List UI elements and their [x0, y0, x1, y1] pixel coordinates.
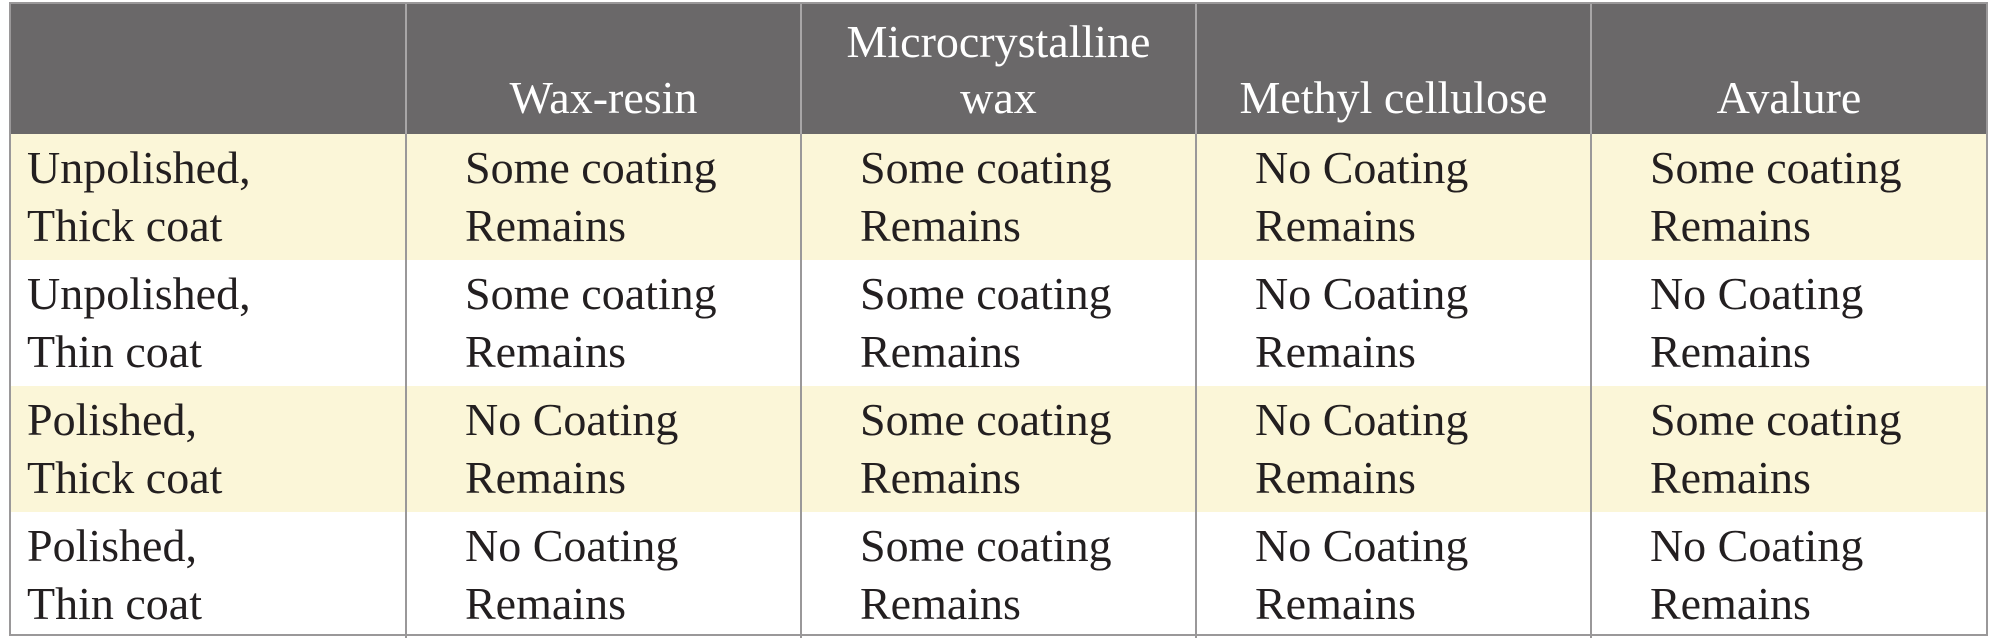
table-cell: No Coating Remains	[1194, 134, 1591, 260]
table-body: Unpolished, Thick coat Some coating Rema…	[9, 134, 1986, 638]
table-row: Polished, Thick coat No Coating Remains …	[9, 386, 1986, 512]
table-cell: No Coating Remains	[1194, 260, 1591, 386]
table-cell: Some coating Remains	[1589, 386, 1986, 512]
table-cell: Some coating Remains	[405, 134, 801, 260]
header-methyl-cellulose: Methyl cellulose	[1194, 2, 1591, 134]
table-cell: Some coating Remains	[1589, 134, 1986, 260]
table-cell: Some coating Remains	[799, 386, 1196, 512]
table-row: Polished, Thin coat No Coating Remains S…	[9, 512, 1986, 638]
table-cell: No Coating Remains	[1589, 260, 1986, 386]
table-header: Wax-resin Microcrystalline wax Methyl ce…	[9, 2, 1986, 134]
row-label: Unpolished, Thin coat	[9, 260, 406, 386]
table-cell: No Coating Remains	[405, 512, 801, 638]
row-label: Unpolished, Thick coat	[9, 134, 406, 260]
table-cell: No Coating Remains	[1194, 386, 1591, 512]
row-label: Polished, Thick coat	[9, 386, 406, 512]
table-row: Unpolished, Thick coat Some coating Rema…	[9, 134, 1986, 260]
table-cell: Some coating Remains	[799, 134, 1196, 260]
table-cell: Some coating Remains	[405, 260, 801, 386]
header-corner	[9, 2, 406, 134]
table-cell: Some coating Remains	[799, 512, 1196, 638]
table-cell: Some coating Remains	[799, 260, 1196, 386]
table-cell: No Coating Remains	[1589, 512, 1986, 638]
table-row: Unpolished, Thin coat Some coating Remai…	[9, 260, 1986, 386]
header-microcrystalline-wax: Microcrystalline wax	[799, 2, 1196, 134]
table-cell: No Coating Remains	[1194, 512, 1591, 638]
header-avalure: Avalure	[1589, 2, 1986, 134]
header-row: Wax-resin Microcrystalline wax Methyl ce…	[9, 2, 1986, 134]
row-label: Polished, Thin coat	[9, 512, 406, 638]
coating-results-table: Wax-resin Microcrystalline wax Methyl ce…	[9, 2, 1986, 638]
header-wax-resin: Wax-resin	[405, 2, 801, 134]
table-cell: No Coating Remains	[405, 386, 801, 512]
